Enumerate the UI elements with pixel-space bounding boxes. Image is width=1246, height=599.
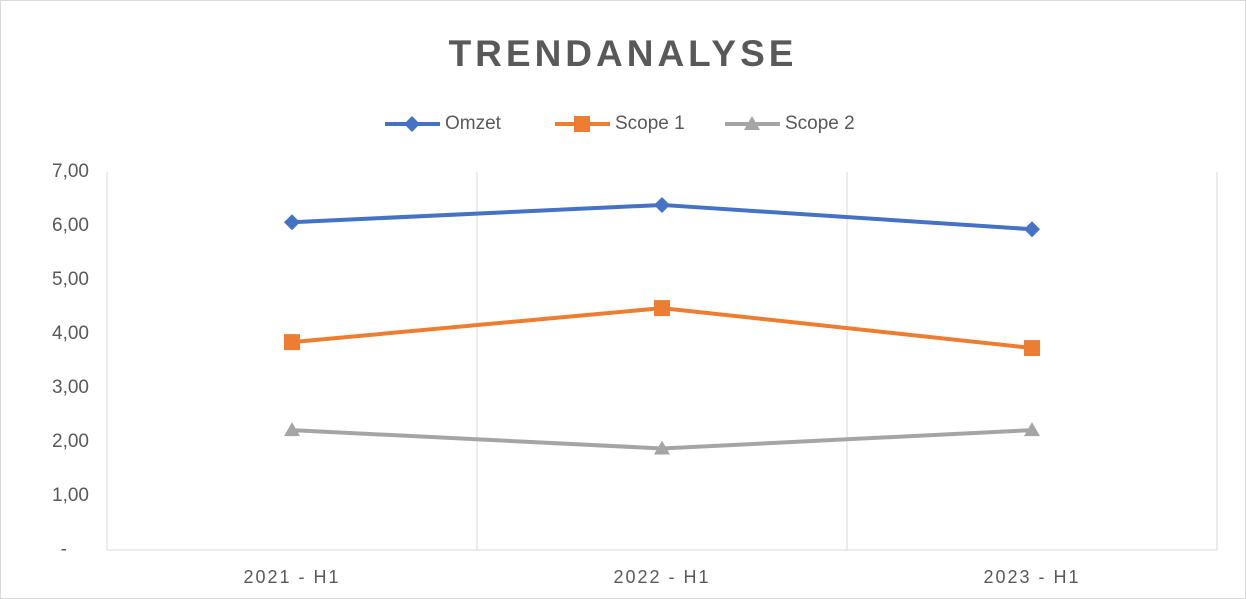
y-tick-label: 6,00: [52, 215, 89, 236]
y-tick-label: -: [61, 539, 67, 560]
x-tick-label: 2021 - H1: [243, 567, 340, 587]
marker: [654, 300, 670, 317]
marker: [404, 116, 420, 132]
y-tick-label: 1,00: [52, 485, 89, 506]
y-tick-label: 4,00: [52, 323, 89, 344]
marker: [574, 116, 590, 132]
marker: [1024, 422, 1040, 437]
y-tick-label: 7,00: [52, 161, 89, 182]
chart-title: TRENDANALYSE: [449, 33, 798, 74]
marker: [654, 440, 670, 455]
legend-label: Scope 1: [615, 113, 685, 134]
y-tick-label: 2,00: [52, 431, 89, 452]
legend-label: Omzet: [445, 113, 502, 134]
y-tick-label: 3,00: [52, 377, 89, 398]
marker: [744, 116, 760, 130]
y-tick-label: 5,00: [52, 269, 89, 290]
marker: [284, 214, 300, 231]
marker: [1024, 340, 1040, 357]
x-tick-label: 2023 - H1: [983, 567, 1080, 587]
x-tick-label: 2022 - H1: [613, 567, 710, 587]
marker: [284, 334, 300, 351]
marker: [1024, 221, 1040, 238]
marker: [284, 422, 300, 437]
marker: [654, 196, 670, 213]
legend-label: Scope 2: [785, 113, 855, 134]
